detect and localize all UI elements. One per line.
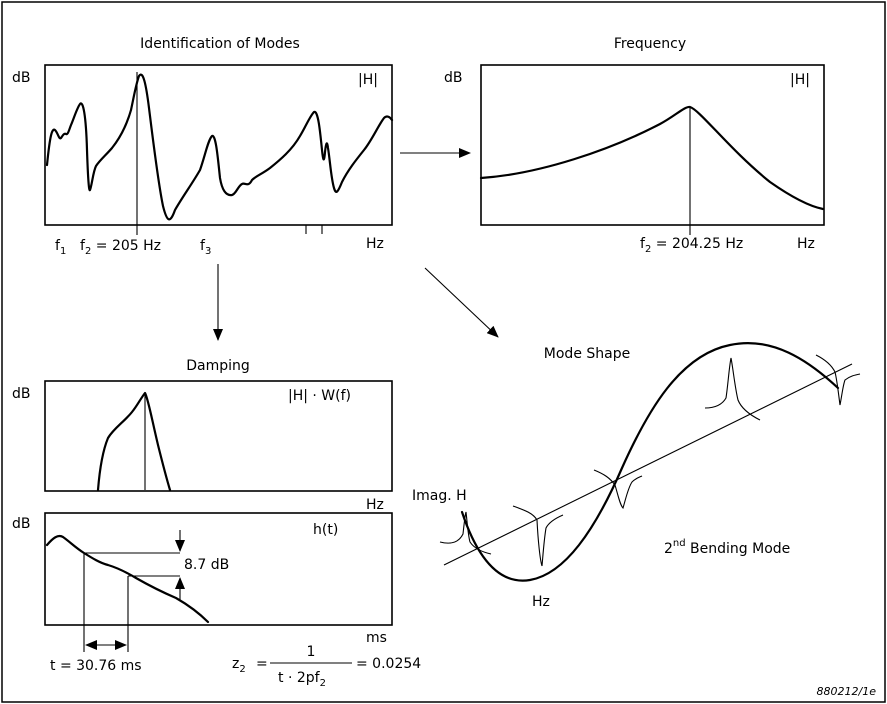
identification-magnitude-label: |H| xyxy=(358,72,378,88)
arrow-to-mode-shape xyxy=(424,267,499,338)
identification-f3-label: f3 xyxy=(200,238,211,257)
frequency-f2-label: f2 = 204.25 Hz xyxy=(640,236,743,255)
mode-shape-bending-label: 2nd Bending Mode xyxy=(664,538,790,557)
formula-lhs: z2 xyxy=(232,656,246,675)
damping-windowed-curve xyxy=(96,391,172,492)
mode-shape-panel: Mode Shape Imag. H Hz 2nd Bending Mode xyxy=(412,342,861,610)
mode-shape-frf-marker-4 xyxy=(704,357,761,421)
mode-shape-axis xyxy=(443,363,853,566)
identification-hz-label: Hz xyxy=(366,236,384,252)
mode-shape-frf-marker-2 xyxy=(512,505,564,567)
identification-y-label: dB xyxy=(12,70,31,86)
mode-shape-frf-marker-3 xyxy=(593,469,643,510)
mode-shape-frf-marker-1 xyxy=(439,511,492,555)
frequency-hz-label: Hz xyxy=(797,236,815,252)
identification-frf-curve xyxy=(45,73,394,221)
damping-panel: Damping dB |H| · W(f) Hz dB h(t) 8.7 dB … xyxy=(12,358,421,689)
mode-shape-imag-label: Imag. H xyxy=(412,488,467,504)
frequency-magnitude-label: |H| xyxy=(790,72,810,88)
identification-frame xyxy=(44,64,393,226)
frequency-frame xyxy=(480,64,825,226)
formula-result: = 0.0254 xyxy=(356,656,421,672)
damping-window-hz-label: Hz xyxy=(366,497,384,513)
identification-f1-label: f1 xyxy=(55,238,66,257)
mode-shape-frf-marker-5 xyxy=(815,354,861,406)
mode-shape-hz-label: Hz xyxy=(532,594,550,610)
damping-title: Damping xyxy=(186,358,250,374)
frequency-title: Frequency xyxy=(614,36,686,52)
damping-impulse-decay-curve xyxy=(45,534,210,624)
formula-numerator: 1 xyxy=(307,644,316,660)
damping-ms-label: ms xyxy=(366,630,387,646)
figure-reference: 880212/1e xyxy=(817,685,877,698)
mode-shape-title: Mode Shape xyxy=(544,346,630,362)
damping-window-label: |H| · W(f) xyxy=(288,388,351,404)
identification-panel: Identification of Modes dB |H| f1 f2 = 2… xyxy=(12,36,394,257)
identification-f2-label: f2 = 205 Hz xyxy=(80,238,161,257)
damping-impulse-frame xyxy=(44,512,393,626)
formula-denominator: t · 2pf2 xyxy=(278,670,326,689)
damping-window-frame xyxy=(44,380,393,492)
frequency-panel: Frequency dB |H| f2 = 204.25 Hz Hz xyxy=(444,36,825,255)
damping-time-label: t = 30.76 ms xyxy=(50,658,142,674)
frequency-peak-curve xyxy=(479,105,825,211)
frequency-y-label: dB xyxy=(444,70,463,86)
damping-decay-label: 8.7 dB xyxy=(184,557,229,573)
damping-bottom-y-label: dB xyxy=(12,516,31,532)
damping-top-y-label: dB xyxy=(12,386,31,402)
damping-impulse-label: h(t) xyxy=(313,522,338,538)
formula-equals: = xyxy=(256,656,268,672)
mode-shape-curve xyxy=(460,342,840,582)
identification-title: Identification of Modes xyxy=(140,36,300,52)
damping-formula: z2 = 1 t · 2pf2 = 0.0254 xyxy=(232,644,421,689)
